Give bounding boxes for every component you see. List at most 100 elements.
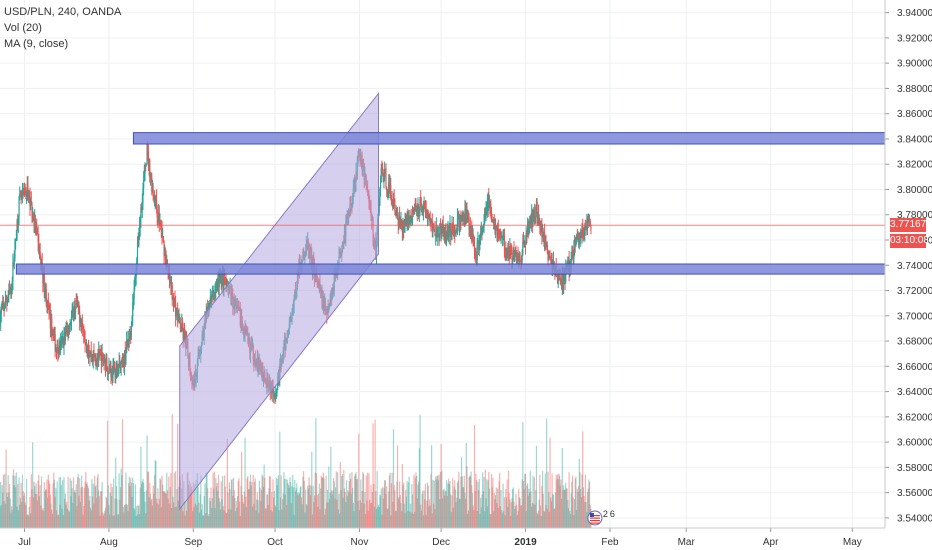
volume-bar: [471, 485, 473, 528]
flag-stripe: [589, 517, 600, 519]
volume-bar: [453, 486, 455, 528]
volume-bar: [132, 477, 134, 528]
volume-bar: [460, 476, 462, 528]
candle-body: [172, 296, 175, 308]
candle-body: [526, 233, 528, 235]
candle-body: [588, 218, 590, 223]
volume-bar: [511, 498, 513, 528]
volume-bar: [188, 480, 190, 528]
volume-bar: [557, 479, 559, 528]
candle-body: [178, 317, 180, 323]
volume-bar: [169, 486, 171, 528]
volume-bar: [490, 473, 493, 528]
volume-bar: [70, 496, 72, 528]
volume-bar: [193, 506, 195, 528]
candle-body: [577, 236, 579, 240]
candle-body: [388, 182, 390, 192]
candle-body: [158, 212, 160, 226]
candle-body: [407, 213, 409, 223]
volume-bar: [378, 506, 380, 528]
candle-body: [133, 286, 135, 300]
drawings[interactable]: [0, 92, 886, 511]
volume-bar: [122, 506, 124, 528]
volume-bar: [362, 471, 364, 528]
candle-body: [134, 277, 137, 279]
volume-bar: [22, 490, 24, 528]
candle-body: [156, 209, 158, 218]
volume-study-label[interactable]: Vol (20): [4, 22, 42, 34]
volume-bar: [214, 507, 216, 528]
candle-body: [379, 188, 381, 206]
volume-bar: [458, 498, 461, 528]
candle-body: [121, 359, 124, 364]
volume-bar: [42, 508, 44, 528]
candle-body: [59, 340, 62, 351]
candle-body: [490, 216, 493, 221]
candle-body: [543, 233, 545, 242]
candle-body: [496, 227, 498, 236]
volume-bar: [275, 477, 277, 528]
candle-body: [21, 194, 23, 199]
volume-bar: [0, 482, 2, 528]
candle-body: [438, 234, 440, 239]
volume-bar: [495, 495, 497, 528]
candle-body: [83, 326, 85, 337]
ma-study-label[interactable]: MA (9, close): [4, 38, 69, 50]
volume-bar: [282, 493, 284, 528]
volume-bar: [478, 478, 480, 528]
volume-bar: [155, 498, 158, 528]
volume-bar: [410, 512, 412, 528]
volume-bar: [134, 509, 136, 528]
volume-bar: [162, 490, 164, 528]
candle-body: [179, 322, 182, 330]
volume-bar: [164, 493, 167, 528]
volume-bar: [94, 486, 96, 528]
volume-bar: [523, 489, 525, 528]
symbol-label[interactable]: USD/PLN, 240, OANDA: [4, 6, 122, 18]
candle-body: [69, 323, 71, 331]
volume-bar: [32, 442, 34, 528]
candle-body: [536, 202, 538, 218]
candle-body: [482, 227, 484, 229]
y-tick-label: 3.60000: [897, 438, 932, 449]
candle-body: [580, 231, 582, 238]
candle-body: [152, 188, 154, 197]
candle-body: [136, 242, 139, 259]
volume-bar: [245, 496, 247, 528]
candle-body: [437, 234, 440, 236]
candle-body: [431, 220, 433, 233]
volume-bar: [554, 508, 556, 528]
volume-bar: [340, 490, 342, 528]
volume-bar: [106, 498, 108, 528]
volume-bar: [431, 513, 433, 528]
volume-bar: [404, 512, 406, 528]
candle-body: [586, 220, 588, 227]
volume-bar: [565, 482, 567, 528]
candle-body: [509, 247, 512, 250]
volume-bar: [411, 484, 413, 528]
candle-body: [98, 350, 100, 360]
candle-body: [49, 312, 51, 328]
volume-bar: [357, 500, 359, 528]
volume-bar: [91, 496, 94, 528]
volume-bar: [499, 472, 501, 528]
volume-bar: [322, 472, 324, 528]
volume-bar: [504, 515, 506, 528]
volume-bar: [582, 431, 584, 528]
volume-bar: [307, 485, 309, 528]
parallel-channel[interactable]: [179, 92, 380, 511]
candle-body: [62, 338, 64, 347]
candle-body: [522, 241, 524, 254]
volume-bar: [80, 487, 82, 528]
resistance-zone[interactable]: [132, 132, 886, 145]
candle-body: [77, 303, 79, 308]
candle-body: [481, 229, 483, 232]
candle-body: [497, 229, 499, 236]
candle-body: [409, 215, 412, 224]
support-zone[interactable]: [15, 263, 886, 275]
candle-body: [501, 237, 504, 239]
volume-bar: [200, 475, 202, 528]
volume-bar: [13, 469, 15, 528]
